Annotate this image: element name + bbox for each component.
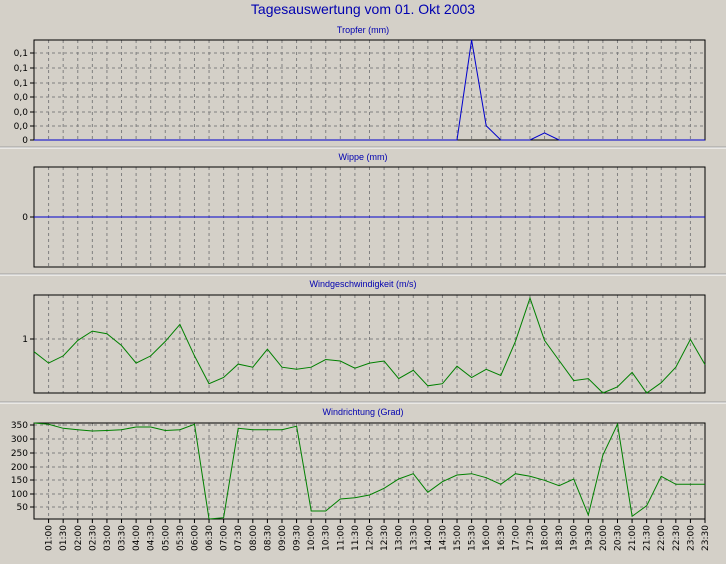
x-tick-label: 19:30 [584,525,594,551]
chart-title: Windgeschwindigkeit (m/s) [309,279,416,289]
x-tick-label: 10:00 [307,525,317,551]
x-tick-label: 21:00 [628,525,638,551]
chart-panel-3: Windgeschwindigkeit (m/s) 1 [22,279,706,394]
chart-panel-4: Windrichtung (Grad) 350 300 250 200 150 100 50 [11,407,706,520]
x-tick-label: 23:00 [686,525,696,551]
chart-title: Tropfer (mm) [337,25,389,35]
x-tick-label: 18:30 [555,525,565,551]
x-tick-label: 22:00 [657,525,667,551]
x-tick-label: 03:30 [118,525,128,551]
x-tick-label: 06:30 [205,525,215,551]
chart-title: Wippe (mm) [339,152,388,162]
x-tick-label: 09:30 [293,525,303,551]
y-tick-label: 0,1 [14,64,28,74]
x-tick-label: 21:30 [643,525,653,551]
x-tick-label: 17:00 [511,525,521,551]
y-tick-label: 100 [11,490,28,500]
chart-title: Windrichtung (Grad) [322,407,403,417]
x-tick-label: 13:30 [409,525,419,551]
y-tick-label: 150 [11,476,28,486]
x-tick-label: 16:00 [482,525,492,551]
y-tick-label: 200 [11,463,28,473]
y-tick-label: 250 [11,449,28,459]
x-tick-label: 11:30 [351,525,361,551]
x-tick-label: 18:00 [541,525,551,551]
y-tick-label: 0,0 [14,93,29,103]
x-tick-label: 13:00 [395,525,405,551]
x-tick-label: 09:00 [278,525,288,551]
x-tick-label: 19:00 [570,525,580,551]
x-tick-label: 06:00 [190,525,200,551]
x-tick-label: 05:00 [161,525,171,551]
y-tick-label: 0,1 [14,79,28,89]
x-tick-label: 14:30 [438,525,448,551]
x-tick-label: 04:30 [147,525,157,551]
x-tick-label: 17:30 [526,525,536,551]
y-tick-label: 0,0 [14,122,29,132]
y-tick-label: 300 [11,435,28,445]
y-tick-label: 350 [11,421,28,431]
x-tick-label: 15:30 [468,525,478,551]
x-tick-label: 01:30 [59,525,69,551]
x-tick-label: 16:30 [497,525,507,551]
plot-frame [33,294,706,394]
page-title: Tagesauswertung vom 01. Okt 2003 [250,1,476,17]
x-tick-label: 01:00 [45,525,55,551]
x-tick-label: 10:30 [322,525,332,551]
x-tick-label: 08:00 [249,525,259,551]
x-tick-label: 05:30 [176,525,186,551]
x-tick-label: 12:00 [366,525,376,551]
x-tick-label: 22:30 [672,525,682,551]
y-tick-label: 50 [17,503,29,513]
x-tick-label: 11:00 [336,525,346,551]
chart-panel-1: Tropfer (mm) 0,1 0,1 0,1 0,0 0,0 0,0 0 [14,25,706,146]
x-tick-label: 23:30 [701,525,711,551]
x-tick-label: 02:30 [88,525,98,551]
x-tick-label: 02:00 [74,525,84,551]
x-tick-label: 07:00 [220,525,230,551]
y-tick-label: 0,0 [14,108,29,118]
y-tick-label: 0 [22,136,28,146]
y-tick-label: 0 [22,213,28,223]
y-tick-label: 1 [22,335,28,345]
x-tick-label: 15:00 [453,525,463,551]
y-tick-label: 0,1 [14,49,28,59]
x-tick-label: 03:00 [103,525,113,551]
x-tick-label: 07:30 [234,525,244,551]
x-tick-label: 20:30 [613,525,623,551]
x-tick-label: 14:00 [424,525,434,551]
x-tick-label: 12:30 [380,525,390,551]
chart-panel-2: Wippe (mm) 0 [22,152,706,268]
x-tick-label: 04:00 [132,525,142,551]
x-tick-label: 08:30 [263,525,273,551]
x-tick-label: 20:00 [599,525,609,551]
